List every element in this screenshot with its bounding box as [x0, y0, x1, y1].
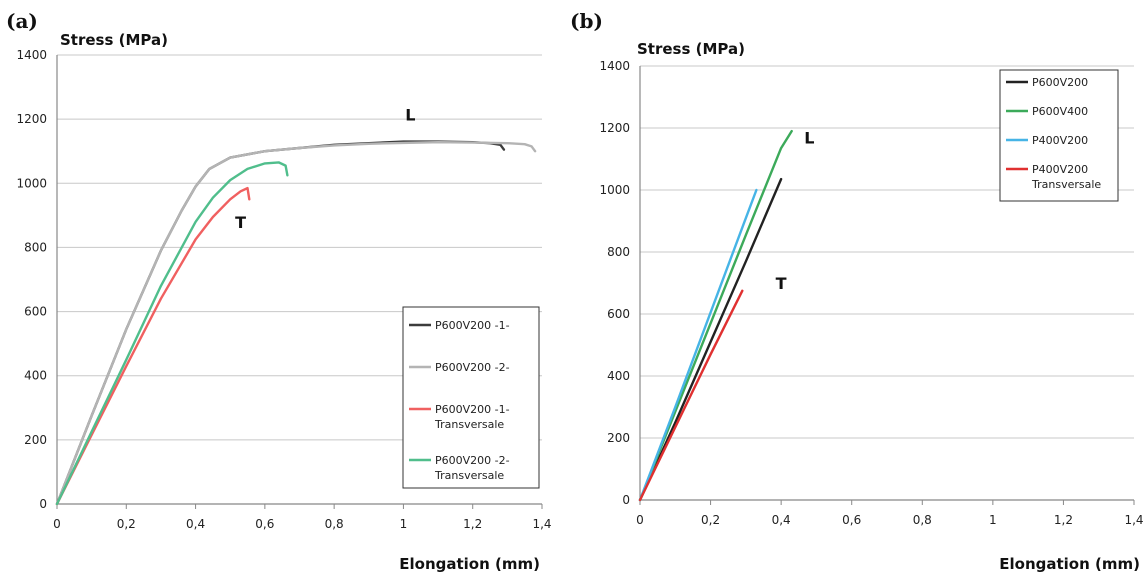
panel-a-y-axis-title: Stress (MPa)	[60, 31, 168, 49]
panel-b-label: (b)	[570, 9, 603, 33]
panel-a-x-tick-label: 0,4	[186, 517, 205, 531]
panel-a-annotation-L: L	[405, 106, 415, 125]
chart-panel-a: (a) Stress (MPa) Elongation (mm) 0 200 400…	[6, 9, 552, 573]
panel-a-y-tick-label: 0	[39, 497, 47, 511]
panel-a-x-tick-label: 1,4	[532, 517, 551, 531]
panel-b-y-axis-title: Stress (MPa)	[637, 40, 745, 58]
panel-a-y-tick-label: 400	[24, 369, 47, 383]
panel-b-series-line-4	[638, 289, 744, 502]
panel-a-annotation-T: T	[235, 213, 246, 232]
panel-b-legend-label-3: P400V200	[1032, 134, 1088, 147]
panel-a-x-tick-label: 1	[400, 517, 408, 531]
panel-a-legend	[402, 306, 540, 489]
panel-b-y-tick-label: 1000	[599, 183, 630, 197]
panel-b-series-line-1	[638, 177, 783, 502]
panel-a-legend-label-1: P600V200 -1-	[435, 319, 510, 332]
panel-a-x-tick-label: 0,2	[117, 517, 136, 531]
panel-b-y-tick-label: 800	[607, 245, 630, 259]
panel-b-annotation-T: T	[776, 274, 787, 293]
panel-a-y-tick-label: 1000	[16, 176, 47, 190]
panel-a-x-tick-label: 0,6	[255, 517, 274, 531]
panel-b-x-tick-label: 0,2	[701, 513, 720, 527]
panel-b-legend-label-1: P600V200	[1032, 76, 1088, 89]
panel-b-series-line-3	[638, 188, 758, 502]
panel-a-legend-label-3: P600V200 -1-Transversale	[434, 403, 510, 431]
panel-a-x-tick-label: 0	[53, 517, 61, 531]
panel-b-x-tick-label: 1	[989, 513, 997, 527]
panel-b-legend-label-4: P400V200 Transversale	[1031, 163, 1101, 191]
panel-a-y-tick-label: 1200	[16, 112, 47, 126]
panel-b-legend	[999, 69, 1119, 202]
panel-a-x-tick-label: 0,8	[325, 517, 344, 531]
panel-b-x-tick-label: 0,4	[772, 513, 791, 527]
panel-a-legend-label-4: P600V200 -2-Transversale	[434, 454, 510, 482]
panel-a-series-line-4	[55, 161, 289, 506]
panel-b-y-tick-label: 400	[607, 369, 630, 383]
panel-b-y-tick-label: 1400	[599, 59, 630, 73]
panel-a-y-tick-label: 600	[24, 305, 47, 319]
panel-b-x-axis-title: Elongation (mm)	[999, 555, 1140, 573]
panel-b-x-tick-label: 1,2	[1054, 513, 1073, 527]
panel-a-legend-label-2: P600V200 -2-	[435, 361, 510, 374]
panel-b-x-tick-label: 0,8	[913, 513, 932, 527]
panel-a-y-tick-label: 200	[24, 433, 47, 447]
panel-a-x-tick-label: 1,2	[463, 517, 482, 531]
panel-a-label: (a)	[6, 9, 38, 33]
panel-b-x-tick-label: 1,4	[1124, 513, 1143, 527]
panel-b-y-tick-label: 600	[607, 307, 630, 321]
panel-b-series-line-2	[638, 129, 793, 502]
panel-b-annotation-L: L	[804, 129, 814, 148]
panel-a-y-tick-label: 800	[24, 240, 47, 254]
panel-a-series-line-3	[55, 186, 251, 506]
panel-a-y-tick-label: 1400	[16, 48, 47, 62]
panel-b-y-tick-label: 0	[622, 493, 630, 507]
panel-a-series-line-2	[55, 140, 537, 506]
panel-b-legend-label-2: P600V400	[1032, 105, 1088, 118]
panel-b-x-tick-label: 0	[636, 513, 644, 527]
panel-b-y-tick-label: 200	[607, 431, 630, 445]
panel-b-y-tick-label: 1200	[599, 121, 630, 135]
chart-panel-b: (b) Stress (MPa) Elongation (mm) 0 200 400…	[570, 9, 1144, 573]
panel-b-x-tick-label: 0,6	[842, 513, 861, 527]
panel-a-x-axis-title: Elongation (mm)	[399, 555, 540, 573]
